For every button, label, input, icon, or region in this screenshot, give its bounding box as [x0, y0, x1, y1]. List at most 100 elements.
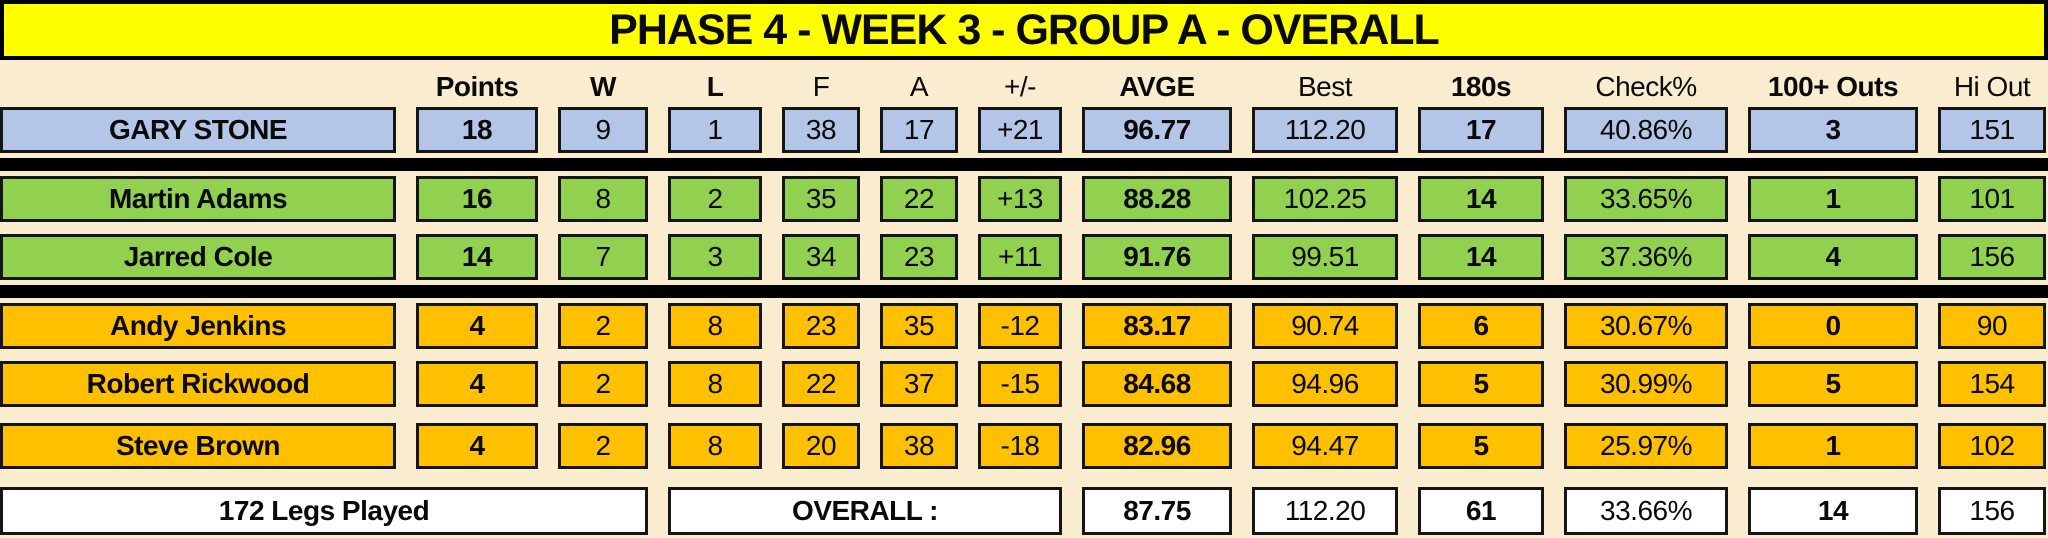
legs-played-cell: 172 Legs Played	[0, 487, 648, 535]
overall-100plus-outs-cell: 14	[1748, 487, 1918, 535]
180s-cell: 14	[1418, 234, 1544, 280]
table-row: Jarred Cole 14 7 3 34 23 +11 91.76 99.51…	[0, 234, 2048, 280]
table-row: Martin Adams 16 8 2 35 22 +13 88.28 102.…	[0, 176, 2048, 222]
checkout-pct-cell: 30.99%	[1564, 361, 1728, 407]
best-cell: 99.51	[1252, 234, 1398, 280]
header-points: Points	[435, 71, 519, 102]
table-row: Steve Brown 4 2 8 20 38 -18 82.96 94.47 …	[0, 423, 2048, 469]
points-cell: 18	[416, 107, 538, 153]
180s-cell: 5	[1418, 423, 1544, 469]
100plus-outs-cell: 1	[1748, 423, 1918, 469]
player-name: Steve Brown	[0, 423, 396, 469]
100plus-outs-cell: 5	[1748, 361, 1918, 407]
hi-out-cell: 151	[1938, 107, 2046, 153]
checkout-pct-cell: 40.86%	[1564, 107, 1728, 153]
header-average: AVGE	[1119, 71, 1195, 102]
checkout-pct-cell: 33.65%	[1564, 176, 1728, 222]
wins-cell: 7	[558, 234, 648, 280]
header-checkout-pct: Check%	[1595, 71, 1697, 102]
hi-out-cell: 102	[1938, 423, 2046, 469]
best-cell: 94.47	[1252, 423, 1398, 469]
player-name: Robert Rickwood	[0, 361, 396, 407]
overall-label-cell: OVERALL :	[668, 487, 1062, 535]
plusminus-cell: -15	[978, 361, 1062, 407]
average-cell: 96.77	[1082, 107, 1232, 153]
player-name: GARY STONE	[0, 107, 396, 153]
best-cell: 112.20	[1252, 107, 1398, 153]
average-cell: 88.28	[1082, 176, 1232, 222]
points-cell: 16	[416, 176, 538, 222]
plusminus-cell: +11	[978, 234, 1062, 280]
180s-cell: 17	[1418, 107, 1544, 153]
against-cell: 22	[880, 176, 958, 222]
column-header-row: Points W L F A +/- AVGE Best 180s Check%…	[0, 70, 2048, 104]
100plus-outs-cell: 0	[1748, 303, 1918, 349]
best-cell: 94.96	[1252, 361, 1398, 407]
for-cell: 23	[782, 303, 860, 349]
for-cell: 35	[782, 176, 860, 222]
for-cell: 38	[782, 107, 860, 153]
wins-cell: 8	[558, 176, 648, 222]
points-cell: 4	[416, 303, 538, 349]
hi-out-cell: 101	[1938, 176, 2046, 222]
best-cell: 102.25	[1252, 176, 1398, 222]
header-losses: L	[706, 71, 724, 102]
losses-cell: 8	[668, 423, 762, 469]
wins-cell: 2	[558, 423, 648, 469]
header-hi-out: Hi Out	[1953, 71, 2031, 102]
plusminus-cell: -18	[978, 423, 1062, 469]
overall-checkout-pct-cell: 33.66%	[1564, 487, 1728, 535]
hi-out-cell: 90	[1938, 303, 2046, 349]
header-100plus-outs: 100+ Outs	[1767, 71, 1899, 102]
losses-cell: 8	[668, 361, 762, 407]
player-name: Andy Jenkins	[0, 303, 396, 349]
points-cell: 4	[416, 423, 538, 469]
header-plusminus: +/-	[1004, 71, 1036, 102]
separator-bar	[0, 285, 2048, 298]
wins-cell: 9	[558, 107, 648, 153]
wins-cell: 2	[558, 361, 648, 407]
180s-cell: 6	[1418, 303, 1544, 349]
checkout-pct-cell: 25.97%	[1564, 423, 1728, 469]
100plus-outs-cell: 3	[1748, 107, 1918, 153]
average-cell: 84.68	[1082, 361, 1232, 407]
points-cell: 4	[416, 361, 538, 407]
against-cell: 17	[880, 107, 958, 153]
against-cell: 35	[880, 303, 958, 349]
player-name: Martin Adams	[0, 176, 396, 222]
overall-180s-cell: 61	[1418, 487, 1544, 535]
wins-cell: 2	[558, 303, 648, 349]
for-cell: 34	[782, 234, 860, 280]
plusminus-cell: +13	[978, 176, 1062, 222]
table-row: Andy Jenkins 4 2 8 23 35 -12 83.17 90.74…	[0, 303, 2048, 349]
hi-out-cell: 154	[1938, 361, 2046, 407]
plusminus-cell: -12	[978, 303, 1062, 349]
losses-cell: 3	[668, 234, 762, 280]
checkout-pct-cell: 30.67%	[1564, 303, 1728, 349]
points-cell: 14	[416, 234, 538, 280]
180s-cell: 14	[1418, 176, 1544, 222]
page-title: PHASE 4 - WEEK 3 - GROUP A - OVERALL	[0, 0, 2048, 60]
overall-best-cell: 112.20	[1252, 487, 1398, 535]
header-wins: W	[590, 71, 616, 102]
average-cell: 82.96	[1082, 423, 1232, 469]
for-cell: 20	[782, 423, 860, 469]
overall-hi-out-cell: 156	[1938, 487, 2046, 535]
losses-cell: 8	[668, 303, 762, 349]
average-cell: 91.76	[1082, 234, 1232, 280]
header-best: Best	[1297, 71, 1353, 102]
best-cell: 90.74	[1252, 303, 1398, 349]
against-cell: 23	[880, 234, 958, 280]
180s-cell: 5	[1418, 361, 1544, 407]
overall-average-cell: 87.75	[1082, 487, 1232, 535]
losses-cell: 2	[668, 176, 762, 222]
checkout-pct-cell: 37.36%	[1564, 234, 1728, 280]
hi-out-cell: 156	[1938, 234, 2046, 280]
separator-bar	[0, 158, 2048, 171]
average-cell: 83.17	[1082, 303, 1232, 349]
overall-row: 172 Legs Played OVERALL : 87.75 112.20 6…	[0, 487, 2048, 535]
losses-cell: 1	[668, 107, 762, 153]
plusminus-cell: +21	[978, 107, 1062, 153]
against-cell: 37	[880, 361, 958, 407]
